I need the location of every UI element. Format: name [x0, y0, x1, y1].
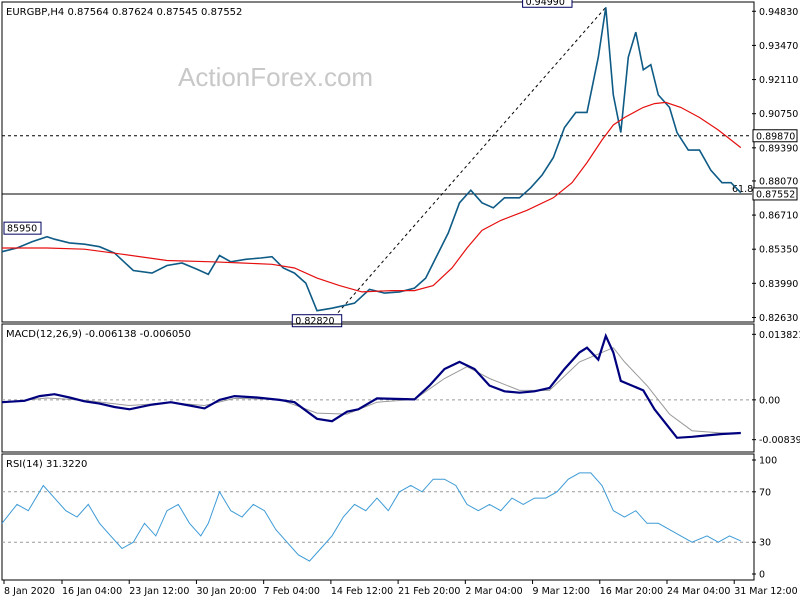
moving-average-series — [2, 101, 742, 293]
price-y-tick-label: 0.86710 — [759, 211, 798, 222]
rsi-series — [1, 472, 742, 562]
price-y-tick-label: 0.82630 — [759, 313, 798, 324]
x-tick-label: 24 Mar 04:00 — [667, 586, 730, 597]
rsi-panel: RSI(14) 31.3220 100 70 30 0 — [1, 453, 777, 581]
price-callout-label: 0.94990 — [526, 0, 565, 8]
level-tag-label: 0.89870 — [756, 131, 795, 142]
level-tag-box — [752, 129, 798, 143]
price-y-tick-label: 0.88070 — [759, 176, 798, 187]
macd-y-tick-label: -0.008397 — [759, 435, 800, 446]
x-tick-label: 31 Mar 12:00 — [734, 586, 797, 597]
x-tick-label: 30 Jan 20:00 — [196, 586, 256, 597]
price-callout-label: 85950 — [7, 224, 37, 235]
fib-trend-line — [337, 6, 607, 314]
price-callout-box — [522, 0, 573, 8]
macd-y-axis: 0.013821 0.00 -0.008397 — [752, 330, 800, 446]
x-tick-label: 9 Mar 12:00 — [533, 586, 590, 597]
time-x-axis: 8 Jan 2020 16 Jan 04:00 23 Jan 12:00 30 Jan… — [3, 580, 798, 597]
price-y-tick-label: 0.85350 — [759, 245, 798, 256]
price-y-tick-label: 0.83990 — [759, 279, 798, 290]
rsi-y-tick-label: 70 — [759, 487, 771, 498]
rsi-panel-title: RSI(14) 31.3220 — [6, 459, 87, 470]
price-callout-label: 0.82820 — [295, 316, 334, 327]
rsi-y-tick-label: 100 — [759, 456, 777, 467]
x-tick-label: 23 Jan 12:00 — [129, 586, 189, 597]
macd-y-tick-label: 0.013821 — [759, 330, 800, 341]
macd-series — [1, 332, 741, 439]
x-tick-label: 2 Mar 04:00 — [465, 586, 522, 597]
price-series — [1, 7, 742, 312]
macd-panel: MACD(12,26,9) -0.006138 -0.006050 0.0138… — [1, 323, 800, 453]
x-tick-label: 8 Jan 2020 — [4, 586, 55, 597]
x-tick-label: 16 Jan 04:00 — [62, 586, 122, 597]
price-y-tick-label: 0.94830 — [759, 7, 798, 18]
price-callout-box — [3, 221, 42, 235]
x-tick-label: 16 Mar 20:00 — [600, 586, 663, 597]
rsi-y-tick-label: 30 — [759, 538, 771, 549]
price-level-lines: 61.8 — [2, 135, 753, 195]
price-panel-title: EURGBP,H4 0.87564 0.87624 0.87545 0.8755… — [6, 7, 242, 18]
x-tick-label: 7 Feb 04:00 — [264, 586, 320, 597]
price-y-axis: 0.89870 0.87552 0.94830 0.93470 0.92110 0.907… — [752, 7, 798, 324]
price-panel: ActionForex.com EURGBP,H4 0.87564 0.8762… — [1, 0, 798, 328]
macd-panel-title: MACD(12,26,9) -0.006138 -0.006050 — [6, 329, 191, 340]
price-annotations: 0.94990 0.82820 85950 — [3, 0, 573, 328]
price-y-tick-label: 0.93470 — [759, 41, 798, 52]
macd-signal-series — [1, 347, 741, 434]
x-tick-label: 14 Feb 12:00 — [331, 586, 393, 597]
fib-ratio-label: 61.8 — [732, 184, 753, 195]
rsi-y-axis: 100 70 30 0 — [752, 456, 777, 581]
price-y-tick-label: 0.89390 — [759, 143, 798, 154]
level-tag-label: 0.87552 — [756, 189, 795, 200]
macd-y-tick-label: 0.00 — [759, 395, 780, 406]
rsi-level-lines — [2, 491, 752, 543]
rsi-y-tick-label: 0 — [759, 570, 765, 581]
watermark: ActionForex.com — [178, 62, 373, 92]
price-y-tick-label: 0.92110 — [759, 75, 798, 86]
x-tick-label: 21 Feb 20:00 — [398, 586, 460, 597]
price-y-tick-label: 0.90750 — [759, 109, 798, 120]
level-tag-box — [752, 187, 798, 201]
